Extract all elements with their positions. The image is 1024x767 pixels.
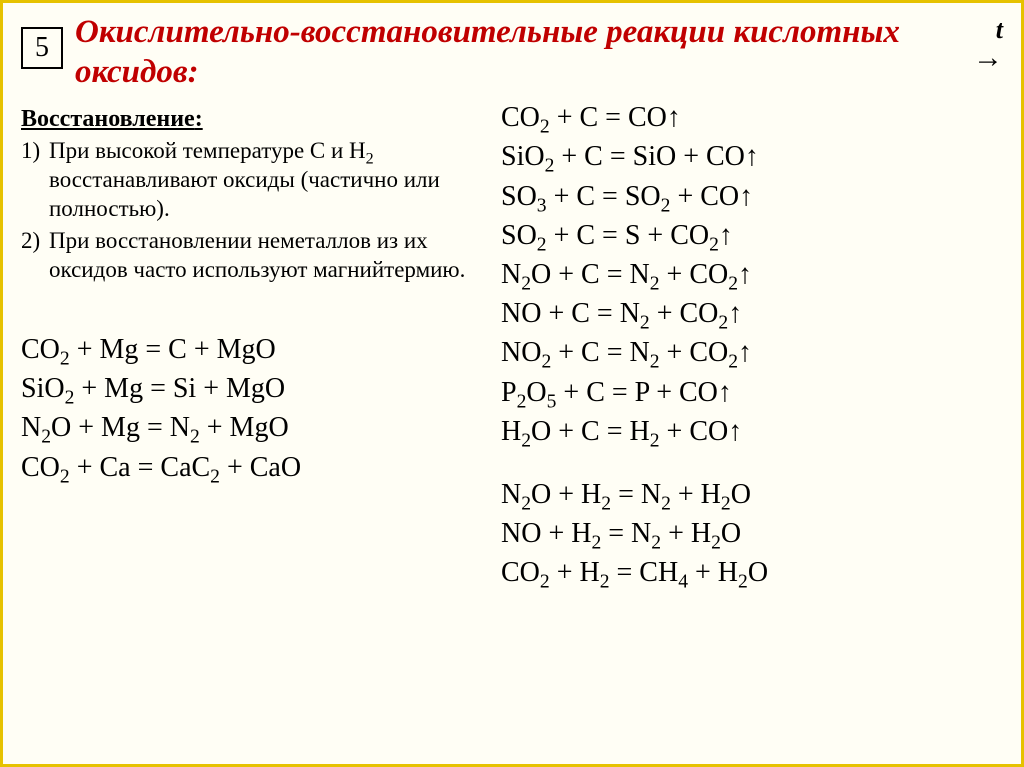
- para-1: При высокой температуре C и H2 восстанав…: [49, 137, 491, 223]
- body-text: 1) При высокой температуре C и H2 восста…: [21, 137, 491, 285]
- corner-arrow: →: [973, 43, 1003, 73]
- sub-heading: Восстановление:: [21, 106, 491, 133]
- right-column: CO2 + C = CO↑ SiO2 + C = SiO + CO↑ SO3 +…: [501, 94, 981, 592]
- equation: SiO2 + Mg = Si + MgO: [21, 369, 491, 408]
- page-title: Окислительно-восстановительные реакции к…: [75, 13, 1003, 92]
- equation: CO2 + C = CO↑: [501, 98, 981, 137]
- header-row: 5 Окислительно-восстановительные реакции…: [21, 13, 1003, 92]
- equation: SiO2 + C = SiO + CO↑: [501, 137, 981, 176]
- equation: N2O + H2 = N2 + H2O: [501, 475, 981, 514]
- equation: CO2 + Ca = CaC2 + CaO: [21, 448, 491, 487]
- equation: SO3 + C = SO2 + CO↑: [501, 177, 981, 216]
- equation: SO2 + C = S + CO2↑: [501, 216, 981, 255]
- list-num-1: 1): [21, 137, 49, 223]
- para-2: При восстановлении неметаллов из их окси…: [49, 227, 491, 285]
- equation: NO + C = N2 + CO2↑: [501, 294, 981, 333]
- equation: H2O + C = H2 + CO↑: [501, 412, 981, 451]
- content-columns: Восстановление: 1) При высокой температу…: [21, 94, 1003, 592]
- equation: N2O + C = N2 + CO2↑: [501, 255, 981, 294]
- equation: CO2 + Mg = C + MgO: [21, 330, 491, 369]
- equation: CO2 + H2 = CH4 + H2O: [501, 553, 981, 592]
- corner-annotation: t →: [973, 17, 1003, 73]
- equation: NO2 + C = N2 + CO2↑: [501, 333, 981, 372]
- slide-number: 5: [35, 32, 49, 64]
- equation: P2O5 + C = P + CO↑: [501, 373, 981, 412]
- corner-t: t: [996, 15, 1003, 44]
- slide-number-box: 5: [21, 27, 63, 69]
- equations-left: CO2 + Mg = C + MgO SiO2 + Mg = Si + MgO …: [21, 330, 491, 487]
- equation: NO + H2 = N2 + H2O: [501, 514, 981, 553]
- equation: N2O + Mg = N2 + MgO: [21, 408, 491, 447]
- list-num-2: 2): [21, 227, 49, 285]
- left-column: Восстановление: 1) При высокой температу…: [21, 94, 501, 592]
